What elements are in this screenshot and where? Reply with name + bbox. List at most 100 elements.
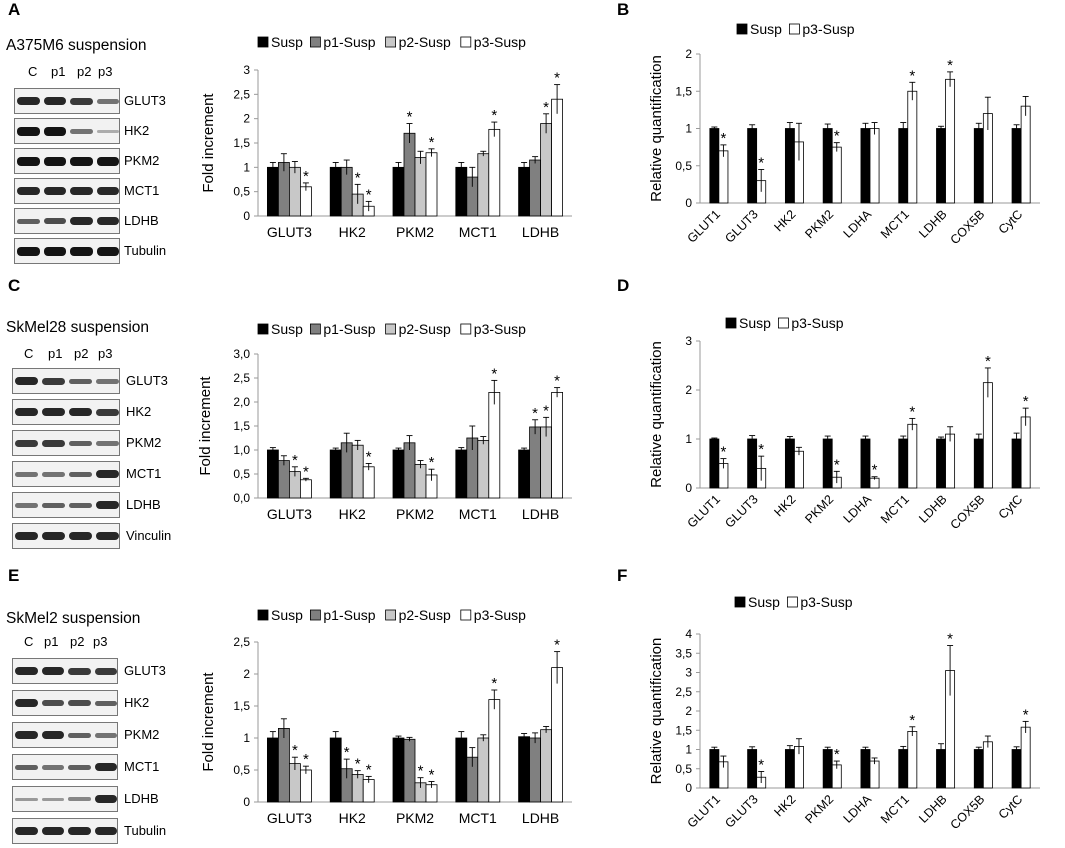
bar bbox=[945, 433, 956, 489]
significance-star: * bbox=[909, 712, 915, 729]
protein-band bbox=[15, 408, 38, 416]
protein-band bbox=[94, 827, 117, 835]
significance-star: * bbox=[543, 402, 549, 419]
bar bbox=[907, 731, 918, 789]
protein-band bbox=[68, 797, 91, 801]
significance-star: * bbox=[834, 456, 840, 473]
bar bbox=[299, 186, 312, 217]
protein-band bbox=[70, 156, 93, 166]
protein-band bbox=[69, 440, 92, 446]
bar bbox=[403, 132, 416, 217]
protein-band bbox=[94, 732, 117, 738]
x-category-label: LDHB bbox=[522, 224, 559, 240]
bar bbox=[907, 90, 918, 204]
bar bbox=[392, 449, 405, 499]
protein-band bbox=[43, 246, 66, 256]
protein-band bbox=[17, 187, 40, 195]
bar bbox=[277, 460, 290, 499]
significance-star: * bbox=[491, 107, 497, 124]
bar bbox=[455, 166, 468, 217]
protein-band bbox=[42, 439, 65, 447]
y-tick-label: 0 bbox=[243, 209, 250, 223]
bar bbox=[1011, 128, 1022, 204]
protein-band bbox=[43, 126, 66, 136]
lane-label: C bbox=[24, 346, 34, 361]
protein-band bbox=[69, 502, 92, 508]
blot-band-row bbox=[14, 208, 120, 234]
bar bbox=[718, 150, 729, 204]
y-tick-label: 1 bbox=[685, 122, 692, 136]
bar bbox=[488, 391, 501, 499]
x-category-label: GLUT1 bbox=[685, 207, 723, 245]
blot-protein-label: Tubulin bbox=[124, 243, 167, 258]
bar bbox=[784, 438, 795, 489]
legend-swatch bbox=[725, 317, 737, 329]
protein-band bbox=[68, 667, 91, 675]
blot-protein-label: GLUT3 bbox=[124, 663, 166, 678]
x-category-label: LDHA bbox=[841, 207, 875, 241]
bar bbox=[455, 449, 468, 499]
protein-band bbox=[41, 764, 64, 770]
protein-band bbox=[17, 156, 40, 166]
protein-band bbox=[96, 532, 119, 540]
protein-band bbox=[43, 97, 66, 105]
y-tick-label: 1,0 bbox=[233, 443, 250, 457]
blot-protein-label: PKM2 bbox=[124, 727, 160, 742]
protein-band bbox=[94, 795, 117, 803]
x-category-label: MCT1 bbox=[878, 792, 912, 826]
y-tick-label: 0,5 bbox=[233, 185, 250, 199]
y-tick-label: 0 bbox=[243, 795, 250, 809]
x-category-label: HK2 bbox=[771, 207, 798, 234]
lane-label: p2 bbox=[77, 64, 92, 79]
bar bbox=[822, 438, 833, 489]
x-category-label: LDHB bbox=[522, 506, 559, 522]
legend-swatch bbox=[385, 609, 397, 621]
bar bbox=[898, 749, 909, 789]
protein-band bbox=[15, 699, 38, 707]
bar bbox=[973, 128, 984, 204]
legend-label: p1-Susp bbox=[323, 607, 375, 623]
x-category-label: CytC bbox=[996, 792, 1026, 822]
significance-star: * bbox=[554, 373, 560, 390]
protein-band bbox=[94, 667, 117, 675]
blot-title: A375M6 suspension bbox=[6, 37, 147, 54]
legend-label: p2-Susp bbox=[399, 34, 451, 50]
legend-label: Susp bbox=[739, 315, 771, 331]
bar bbox=[747, 128, 758, 204]
significance-star: * bbox=[834, 746, 840, 763]
significance-star: * bbox=[872, 462, 878, 479]
bar bbox=[747, 438, 758, 489]
legend-label: Susp bbox=[750, 21, 782, 37]
x-category-label: COX5B bbox=[948, 492, 988, 532]
protein-band bbox=[94, 763, 117, 771]
protein-band bbox=[70, 246, 93, 256]
protein-band bbox=[69, 378, 92, 384]
x-category-label: CytC bbox=[996, 492, 1026, 522]
y-tick-label: 0,5 bbox=[233, 467, 250, 481]
bar bbox=[898, 128, 909, 204]
x-category-label: CytC bbox=[996, 207, 1026, 237]
significance-star: * bbox=[554, 637, 560, 654]
bar bbox=[362, 466, 375, 499]
blot-band-row bbox=[12, 368, 120, 394]
lane-label: p3 bbox=[98, 64, 113, 79]
bar bbox=[277, 728, 290, 803]
y-tick-label: 2,5 bbox=[233, 635, 250, 649]
protein-band bbox=[17, 97, 40, 105]
lane-label: p1 bbox=[48, 346, 63, 361]
protein-band bbox=[68, 764, 91, 770]
y-tick-label: 1,5 bbox=[675, 84, 692, 98]
x-category-label: LDHA bbox=[841, 492, 875, 526]
bar bbox=[1020, 416, 1031, 489]
blot-protein-label: PKM2 bbox=[124, 153, 160, 168]
x-category-label: MCT1 bbox=[459, 506, 497, 522]
blot-band-row bbox=[12, 399, 120, 425]
protein-band bbox=[17, 218, 40, 224]
protein-band bbox=[96, 98, 119, 104]
protein-band bbox=[96, 156, 119, 166]
bar bbox=[860, 128, 871, 204]
significance-star: * bbox=[909, 403, 915, 420]
blot-band-row bbox=[14, 178, 120, 204]
significance-star: * bbox=[543, 99, 549, 116]
